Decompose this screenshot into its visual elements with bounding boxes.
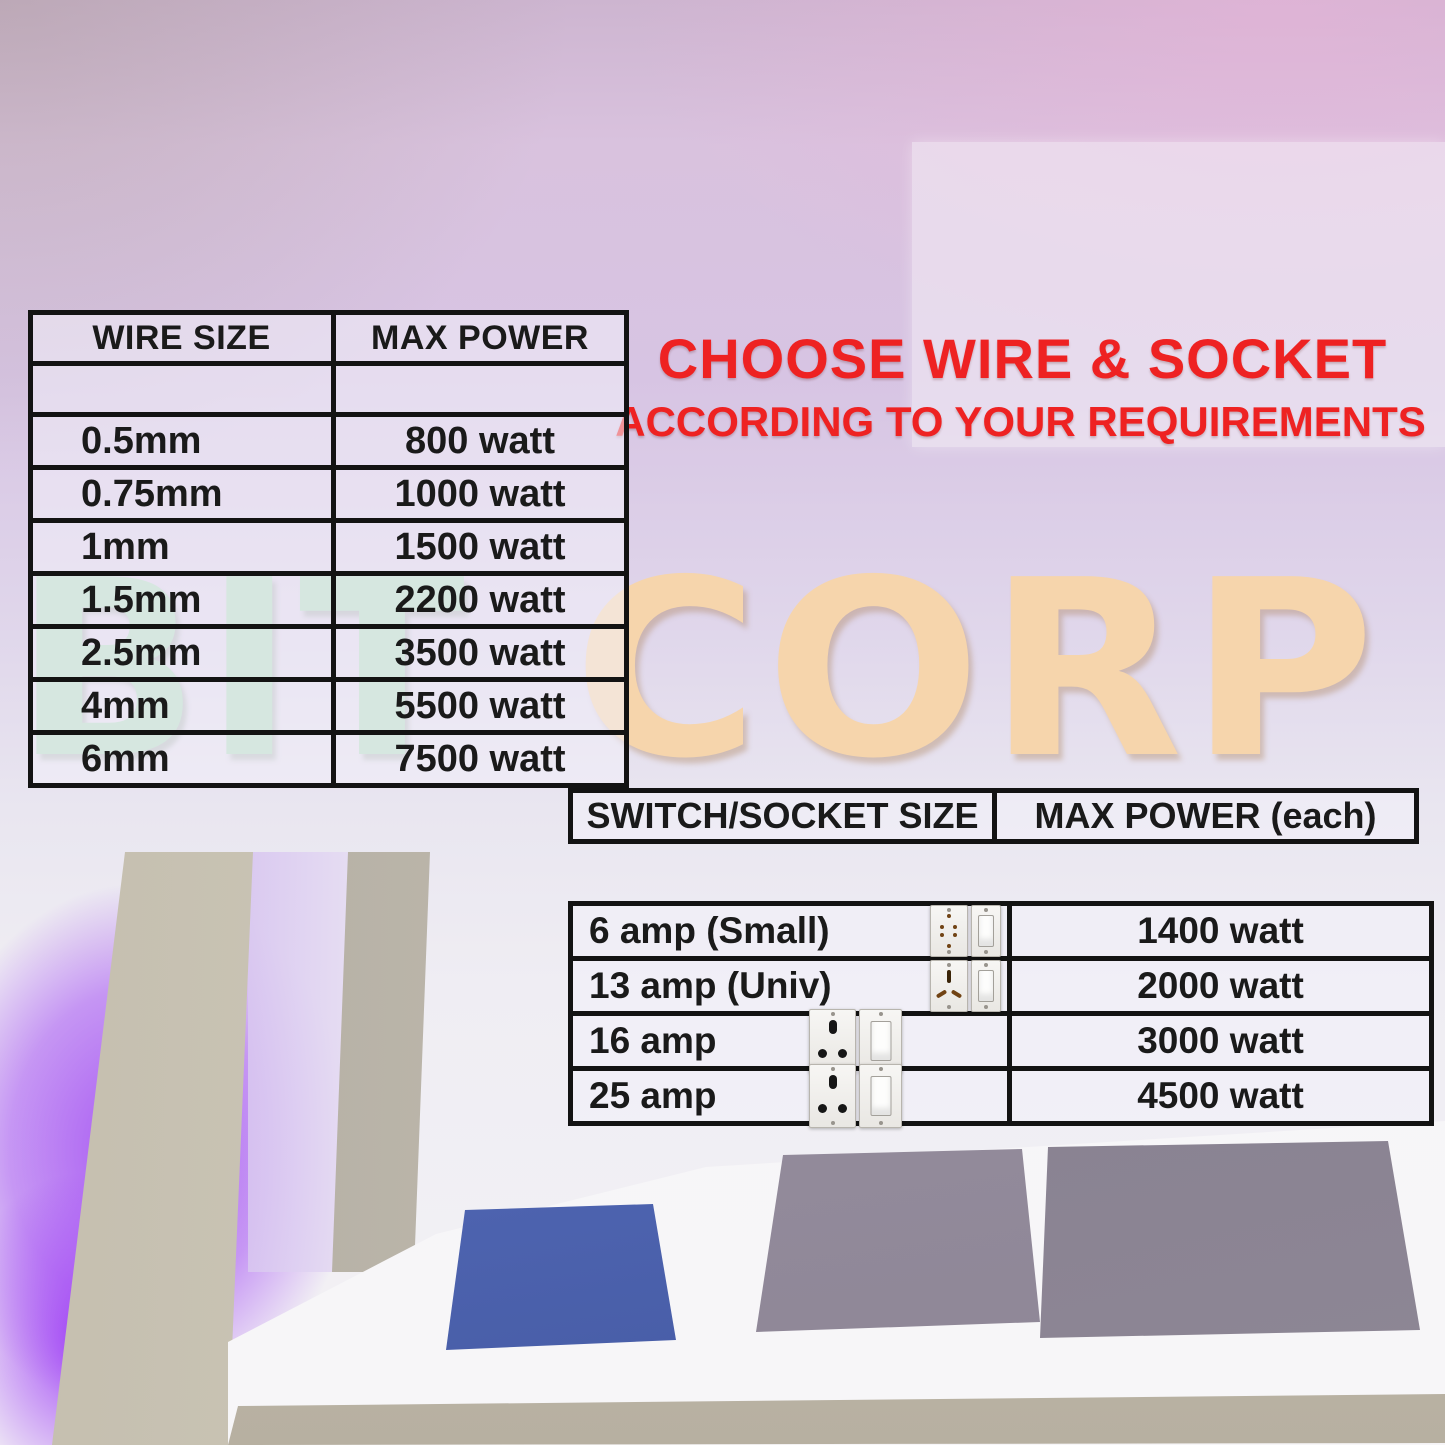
switch-plate-icon [971, 960, 1001, 1012]
socket-size-label: 16 amp [589, 1020, 717, 1061]
pin-holes [947, 970, 951, 983]
socket-size-label: 6 amp (Small) [589, 910, 830, 951]
table-row: 6mm 7500 watt [28, 730, 629, 788]
wire-size-cell: 1mm [28, 518, 336, 576]
rocker-switch [870, 1076, 891, 1116]
max-power-cell: 3000 watt [1007, 1011, 1434, 1071]
wire-size-cell: 4mm [28, 677, 336, 735]
switch-plate-icon [859, 1009, 902, 1073]
rocker-switch [978, 915, 994, 947]
table-row: 1.5mm 2200 watt [28, 571, 629, 629]
table-row: 16 amp 3000 watt [568, 1009, 1434, 1073]
table-header-row: WIRE SIZE MAX POWER [28, 310, 629, 366]
table-header-row: SWITCH/SOCKET SIZE MAX POWER (each) [568, 788, 1419, 844]
pin-holes [947, 914, 951, 918]
socket-size-cell: 16 amp [568, 1009, 1012, 1073]
socket-switch-photo [930, 960, 1001, 1012]
screw-dot [878, 1121, 883, 1125]
socket-switch-photo [809, 1009, 902, 1073]
table-row: 4mm 5500 watt [28, 677, 629, 735]
socket-plate-icon [809, 1064, 856, 1128]
table-row: 6 amp (Small) 1400 watt [568, 901, 1434, 961]
socket-plate-icon [930, 960, 968, 1012]
max-power-cell: 1500 watt [331, 518, 629, 576]
max-power-cell: 2200 watt [331, 571, 629, 629]
rocker-switch [870, 1021, 891, 1061]
wire-size-cell: 2.5mm [28, 624, 336, 682]
screw-dot [984, 908, 988, 912]
max-power-header: MAX POWER [331, 310, 629, 366]
screw-dot [984, 963, 988, 967]
empty-row [28, 361, 629, 417]
pin-holes [818, 1049, 827, 1058]
table-row: 0.75mm 1000 watt [28, 465, 629, 523]
screw-dot [878, 1067, 883, 1071]
table-row: 25 amp 4500 watt [568, 1064, 1434, 1128]
wire-size-header: WIRE SIZE [28, 310, 336, 366]
switch-plate-icon [971, 905, 1001, 957]
headline-line2: ACCORDING TO YOUR REQUIREMENTS [615, 398, 1426, 445]
empty-cell [28, 361, 336, 417]
max-power-cell: 1400 watt [1007, 901, 1434, 961]
pin-holes [838, 1049, 847, 1058]
pin-holes [950, 989, 963, 999]
pin-holes [828, 1075, 837, 1089]
screw-dot [984, 1005, 988, 1009]
socket-size-header: SWITCH/SOCKET SIZE [568, 788, 997, 844]
screw-dot [830, 1012, 835, 1016]
pin-holes [818, 1104, 827, 1113]
screw-dot [947, 908, 951, 912]
table-row: 1mm 1500 watt [28, 518, 629, 576]
max-power-cell: 7500 watt [331, 730, 629, 788]
wire-size-cell: 1.5mm [28, 571, 336, 629]
socket-size-cell: 13 amp (Univ) [568, 956, 1012, 1016]
max-power-cell: 5500 watt [331, 677, 629, 735]
socket-size-cell: 6 amp (Small) [568, 901, 1012, 961]
socket-plate-icon [930, 905, 968, 957]
socket-size-cell: 25 amp [568, 1064, 1012, 1128]
screw-dot [947, 963, 951, 967]
wire-size-cell: 0.5mm [28, 412, 336, 470]
screw-dot [984, 950, 988, 954]
headline-line1: CHOOSE WIRE & SOCKET [657, 327, 1388, 390]
watermark-corp-text: CORP [573, 528, 1382, 812]
empty-cell [331, 361, 629, 417]
pin-holes [828, 1020, 837, 1034]
socket-switch-photo [809, 1064, 902, 1128]
screw-dot [947, 1005, 951, 1009]
socket-plate-icon [809, 1009, 856, 1073]
table-row: 2.5mm 3500 watt [28, 624, 629, 682]
pin-holes [935, 989, 948, 999]
screw-dot [878, 1012, 883, 1016]
max-power-cell: 3500 watt [331, 624, 629, 682]
max-power-cell: 800 watt [331, 412, 629, 470]
screw-dot [830, 1121, 835, 1125]
rocker-switch [978, 970, 994, 1002]
pin-holes [838, 1104, 847, 1113]
socket-switch-photo [930, 905, 1001, 957]
wire-size-cell: 0.75mm [28, 465, 336, 523]
socket-power-table-header: SWITCH/SOCKET SIZE MAX POWER (each) [568, 788, 1419, 844]
screw-dot [947, 950, 951, 954]
socket-power-table: 6 amp (Small) 1400 watt [568, 901, 1434, 1128]
background-white-box [912, 142, 1445, 447]
socket-size-label: 25 amp [589, 1075, 717, 1116]
wire-size-cell: 6mm [28, 730, 336, 788]
max-power-cell: 2000 watt [1007, 956, 1434, 1016]
socket-size-label: 13 amp (Univ) [589, 965, 832, 1006]
table-row: 0.5mm 800 watt [28, 412, 629, 470]
max-power-each-header: MAX POWER (each) [992, 788, 1419, 844]
max-power-cell: 4500 watt [1007, 1066, 1434, 1126]
wire-power-table: WIRE SIZE MAX POWER 0.5mm 800 watt 0.75m… [28, 310, 629, 788]
screw-dot [830, 1067, 835, 1071]
max-power-cell: 1000 watt [331, 465, 629, 523]
switch-plate-icon [859, 1064, 902, 1128]
table-row: 13 amp (Univ) 2000 wa [568, 956, 1434, 1016]
